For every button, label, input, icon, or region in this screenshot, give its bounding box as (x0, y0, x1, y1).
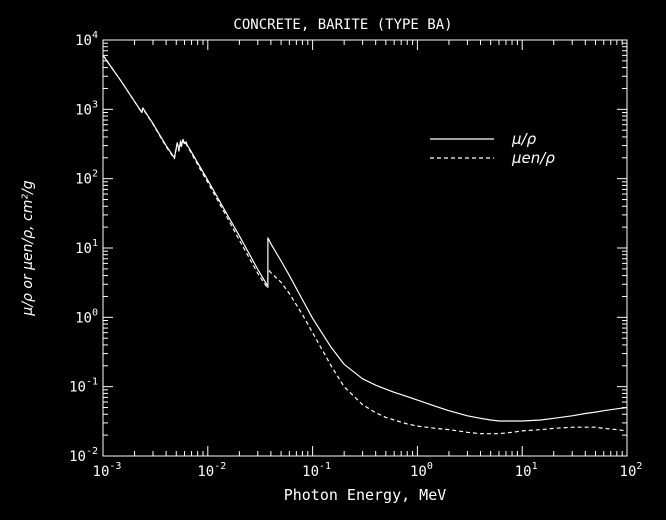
data-series (102, 55, 628, 435)
x-axis-label: Photon Energy, MeV (284, 486, 447, 504)
x-tick-label: 101 (515, 461, 538, 480)
x-tick-label: 100 (410, 461, 433, 480)
y-tick-label: 10-2 (69, 446, 98, 465)
x-tick-label: 10-1 (302, 461, 331, 480)
y-axis-label: μ/ρ or μen/ρ, cm²/g (20, 180, 36, 316)
y-tick-label: 100 (75, 307, 98, 326)
y-tick-label: 10-1 (69, 377, 98, 396)
legend-label: μen/ρ (511, 149, 555, 167)
x-tick-label: 10-3 (93, 461, 122, 480)
y-tick-label: 101 (75, 238, 98, 257)
chart-title: CONCRETE, BARITE (TYPE BA) (233, 17, 452, 33)
axis-tick-labels: 10-3 10-2 10-1 100 101 10210-210-110010110210… (69, 30, 642, 480)
axis-ticks (102, 39, 628, 457)
series-line-mu-en (102, 55, 628, 435)
y-tick-label: 103 (75, 99, 98, 118)
y-tick-label: 104 (75, 30, 98, 49)
x-tick-label: 102 (620, 461, 643, 480)
x-tick-label: 10-2 (197, 461, 226, 480)
series-line-mu (102, 55, 628, 422)
y-tick-label: 102 (75, 169, 98, 188)
legend-label: μ/ρ (511, 130, 537, 148)
